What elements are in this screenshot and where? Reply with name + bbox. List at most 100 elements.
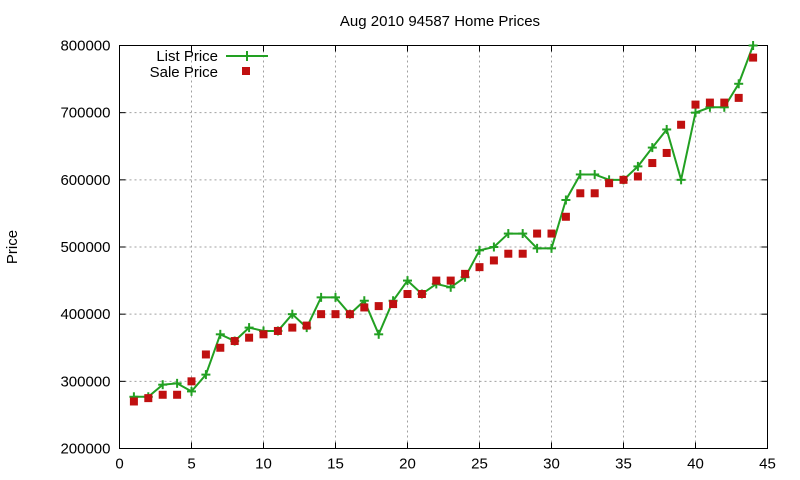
sale-price-point [576, 189, 585, 198]
y-tick-label: 600000 [60, 172, 110, 189]
sale-price-point [633, 172, 642, 181]
list-price-point [590, 169, 600, 179]
sale-price-point [259, 330, 268, 339]
list-price-point [561, 195, 571, 205]
grid-layer [119, 45, 768, 449]
list-price-point [215, 329, 225, 339]
sale-price-point [302, 321, 311, 330]
sale-price-point [619, 175, 628, 184]
list-price-point [316, 292, 326, 302]
x-tick-label: 10 [255, 456, 272, 473]
sale-price-point [691, 100, 700, 109]
list-price-point [475, 245, 484, 255]
sale-price-point [201, 350, 210, 359]
sale-price-point [331, 310, 340, 319]
sale-price-point [273, 326, 282, 335]
sale-price-point [518, 249, 527, 258]
legend-label-list-price: List Price [156, 48, 218, 65]
list-price-line [133, 45, 755, 398]
x-tick-label: 15 [327, 456, 344, 473]
sale-price-point [317, 310, 326, 319]
sale-price-point [662, 148, 671, 157]
list-price-point [158, 380, 168, 390]
x-tick-label: 20 [399, 456, 416, 473]
y-tick-label: 500000 [60, 239, 110, 256]
list-price-point [374, 329, 384, 339]
chart-title: Aug 2010 94587 Home Prices [340, 13, 540, 30]
sale-price-point [417, 290, 426, 299]
ticks-layer: 0 5 10 15 20 25 30 35 40 45 200000 300000 400000 5000… [60, 38, 775, 473]
sale-price-point [749, 53, 758, 62]
list-price-point [547, 243, 556, 253]
sale-price-point [461, 269, 470, 278]
sale-price-point [403, 290, 412, 299]
list-price-point [244, 323, 254, 333]
sale-price-point [216, 343, 225, 352]
sale-price-point [533, 229, 542, 238]
list-price-point [172, 378, 182, 388]
sale-price-point [547, 229, 556, 238]
y-axis-label: Price [4, 230, 21, 264]
legend-marker-list-price [242, 51, 252, 61]
sale-price-point [129, 397, 138, 406]
x-tick-label: 5 [187, 456, 195, 473]
sale-price-point [187, 377, 196, 386]
legend: List Price Sale Price [150, 48, 268, 81]
list-price-point [691, 108, 700, 118]
sale-price-point [230, 337, 239, 346]
sale-price-point [590, 189, 599, 198]
list-price-point [201, 370, 211, 380]
sale-price-point [432, 276, 441, 285]
y-tick-label: 200000 [60, 441, 110, 458]
sale-price-point [677, 120, 686, 129]
sale-price-point [345, 310, 354, 319]
sale-price-point [734, 93, 743, 102]
list-price-point [575, 169, 585, 179]
series-layer [129, 41, 758, 406]
list-price-point [748, 41, 758, 50]
sale-price-point [158, 390, 167, 399]
sale-price-point [245, 333, 254, 342]
sale-price-point [720, 98, 729, 107]
sale-price-point [173, 390, 182, 399]
list-price-point [676, 175, 686, 185]
list-price-point [518, 229, 528, 239]
list-price-point [734, 79, 744, 89]
list-price-point [647, 143, 657, 153]
sale-price-point [446, 276, 455, 285]
list-price-point [662, 124, 672, 134]
x-tick-label: 0 [115, 456, 123, 473]
list-price-point [287, 309, 297, 319]
list-price-point [331, 292, 340, 302]
x-tick-label: 40 [687, 456, 704, 473]
sale-price-point [144, 394, 153, 403]
x-tick-label: 35 [615, 456, 632, 473]
y-tick-label: 300000 [60, 373, 110, 390]
sale-price-point [705, 98, 714, 107]
list-price-point [489, 242, 499, 252]
y-tick-label: 700000 [60, 105, 110, 122]
y-tick-label: 800000 [60, 38, 110, 55]
sale-price-point [475, 263, 484, 272]
sale-price-point [288, 323, 297, 332]
sale-price-point [504, 249, 513, 258]
sale-price-point [648, 159, 657, 168]
legend-marker-sale-price [242, 67, 250, 75]
list-price-point [503, 229, 513, 239]
x-tick-label: 30 [543, 456, 560, 473]
list-price-point [633, 161, 643, 171]
x-tick-label: 25 [471, 456, 488, 473]
sale-price-point [360, 303, 369, 312]
list-price-point [532, 243, 542, 253]
sale-price-point [374, 302, 383, 311]
list-price-point [403, 276, 412, 286]
y-tick-label: 400000 [60, 306, 110, 323]
sale-price-point [561, 212, 570, 221]
sale-price-point [605, 179, 614, 188]
list-price-point [187, 386, 196, 396]
sale-price-point [389, 300, 398, 309]
x-tick-label: 45 [759, 456, 776, 473]
legend-label-sale-price: Sale Price [150, 64, 218, 81]
sale-price-point [489, 256, 498, 265]
